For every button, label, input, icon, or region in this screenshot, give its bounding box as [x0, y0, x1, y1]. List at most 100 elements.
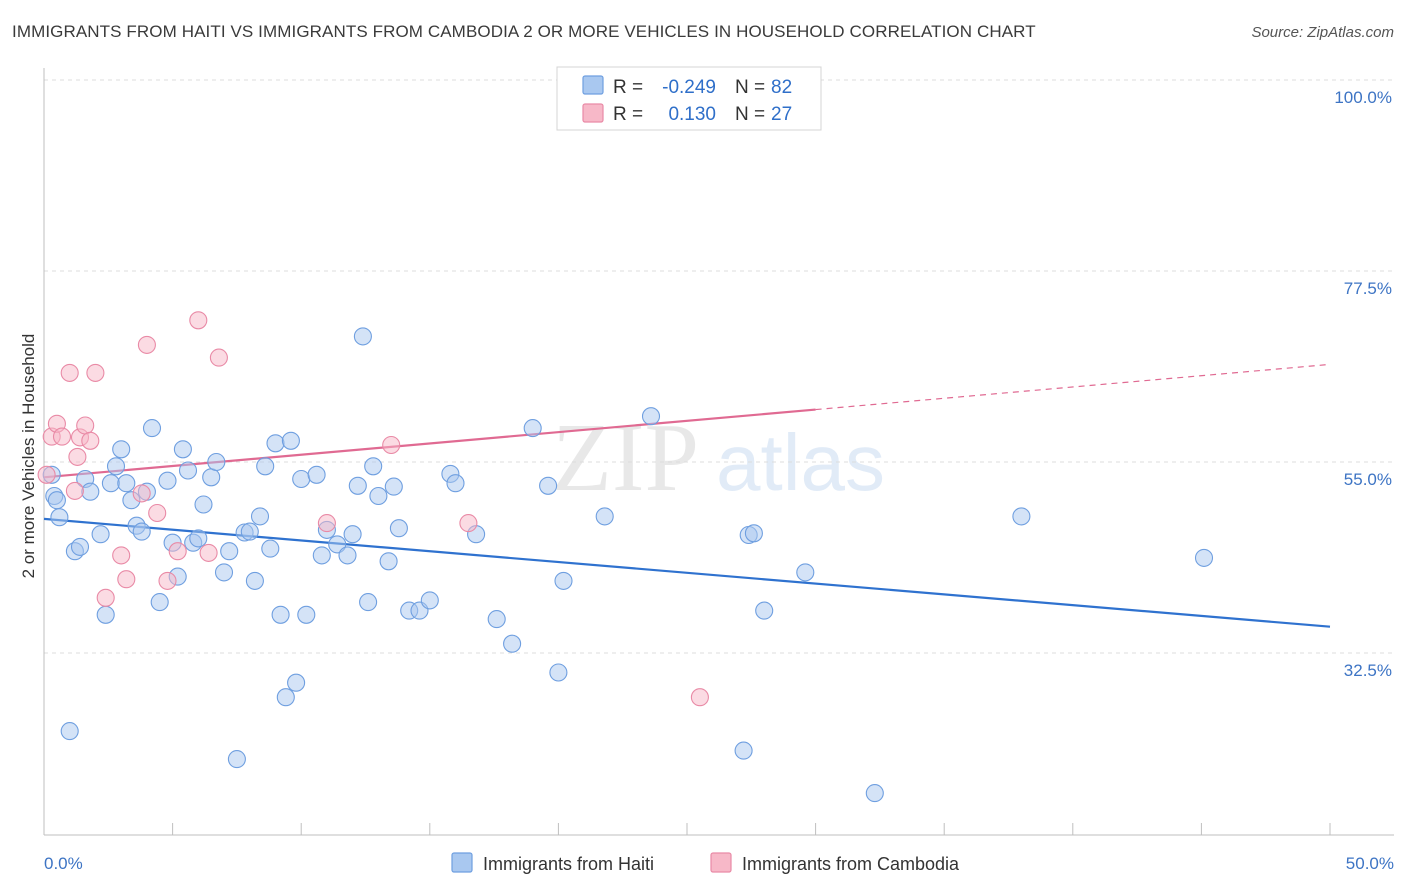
point-haiti-75 — [734, 741, 753, 760]
point-haiti-37 — [250, 507, 270, 526]
source-credit: Source: ZipAtlas.com — [1251, 24, 1394, 41]
bottom-legend-cambodia-label: Immigrants from Cambodia — [742, 854, 960, 874]
point-cambodia-9 — [81, 431, 100, 450]
point-cambodia-5 — [65, 481, 84, 500]
watermark-atlas: atlas — [716, 418, 885, 507]
point-haiti-27 — [189, 529, 208, 548]
point-haiti-60 — [389, 519, 408, 538]
y-axis-label: 2 or more Vehicles in Household — [19, 334, 38, 579]
point-haiti-46 — [297, 605, 316, 624]
point-haiti-41 — [271, 605, 290, 624]
point-haiti-72 — [554, 571, 573, 590]
point-haiti-69 — [523, 419, 542, 438]
point-haiti-33 — [227, 750, 246, 769]
point-haiti-52 — [343, 525, 362, 544]
point-haiti-53 — [348, 476, 367, 495]
point-cambodia-12 — [112, 546, 131, 565]
point-cambodia-8 — [76, 416, 95, 435]
point-haiti-28 — [194, 495, 213, 514]
point-haiti-29 — [202, 468, 221, 487]
point-haiti-11 — [101, 474, 120, 493]
legend-cambodia-r-value: 0.130 — [668, 104, 716, 125]
watermark: ZIP atlas — [552, 404, 885, 512]
point-cambodia-11 — [96, 588, 115, 607]
point-haiti-80 — [865, 784, 884, 803]
point-cambodia-25 — [690, 688, 709, 707]
legend-haiti-n-label: N = — [735, 77, 765, 98]
bottom-legend-haiti-swatch — [451, 852, 473, 873]
legend-haiti-r-label: R = — [613, 77, 643, 98]
point-haiti-73 — [595, 507, 614, 526]
point-cambodia-13 — [117, 570, 136, 589]
x-tick-label-max: 50.0% — [1346, 854, 1394, 873]
point-haiti-30 — [207, 452, 226, 472]
legend-cambodia-swatch — [582, 103, 604, 123]
point-cambodia-15 — [137, 335, 156, 354]
point-cambodia-0 — [37, 465, 56, 484]
point-haiti-68 — [503, 634, 522, 653]
point-haiti-3 — [50, 508, 69, 527]
point-haiti-24 — [173, 440, 192, 459]
point-haiti-54 — [353, 327, 372, 346]
x-tick-marks — [43, 823, 1331, 835]
point-haiti-63 — [420, 591, 439, 610]
point-haiti-50 — [328, 535, 347, 554]
point-haiti-9 — [91, 525, 110, 544]
point-haiti-82 — [1194, 548, 1214, 567]
point-haiti-14 — [117, 474, 136, 493]
point-cambodia-18 — [168, 542, 187, 561]
point-haiti-79 — [796, 563, 815, 582]
point-haiti-17 — [132, 522, 151, 541]
series-cambodia-points — [37, 83, 774, 707]
point-haiti-12 — [106, 457, 126, 476]
point-haiti-10 — [96, 605, 115, 624]
point-haiti-70 — [539, 476, 558, 495]
trend-line-1-solid — [43, 408, 816, 479]
series-legend: Immigrants from Haiti Immigrants from Ca… — [451, 852, 960, 874]
point-haiti-8 — [81, 482, 100, 501]
point-haiti-58 — [379, 552, 398, 571]
point-haiti-59 — [384, 477, 403, 496]
point-haiti-74 — [641, 407, 661, 426]
chart-title: IMMIGRANTS FROM HAITI VS IMMIGRANTS FROM… — [12, 22, 1036, 41]
correlation-legend: R = -0.249 N = 82 R = 0.130 N = 27 — [556, 66, 822, 131]
point-haiti-31 — [214, 563, 234, 582]
point-haiti-42 — [276, 688, 295, 707]
bottom-legend-cambodia-swatch — [710, 852, 732, 873]
legend-cambodia-n-label: N = — [735, 104, 765, 125]
trend-line-0 — [43, 517, 1331, 628]
point-haiti-21 — [158, 471, 177, 490]
point-haiti-71 — [549, 663, 568, 682]
point-haiti-32 — [220, 542, 239, 561]
point-haiti-6 — [70, 537, 90, 556]
point-cambodia-23 — [382, 435, 401, 455]
point-cambodia-24 — [459, 514, 478, 533]
point-haiti-13 — [112, 440, 131, 459]
trend-line-1-dashed — [815, 363, 1331, 411]
y-tick-label-1: 55.0% — [1344, 470, 1392, 489]
y-tick-label-3: 100.0% — [1334, 88, 1392, 107]
point-haiti-81 — [1012, 507, 1031, 526]
y-tick-label-0: 32.5% — [1344, 661, 1392, 680]
point-haiti-51 — [338, 546, 357, 565]
point-haiti-36 — [245, 571, 264, 590]
bottom-legend-haiti-label: Immigrants from Haiti — [483, 854, 654, 874]
legend-cambodia-n-value: 27 — [771, 104, 792, 125]
point-haiti-44 — [287, 673, 306, 692]
point-haiti-20 — [150, 593, 169, 612]
point-haiti-2 — [47, 491, 66, 510]
point-haiti-67 — [487, 610, 506, 629]
legend-cambodia-r-label: R = — [613, 104, 643, 125]
point-haiti-39 — [261, 539, 280, 558]
point-cambodia-14 — [132, 484, 151, 503]
watermark-zip: ZIP — [552, 404, 699, 512]
point-cambodia-22 — [317, 514, 336, 533]
legend-haiti-r-value: -0.249 — [662, 77, 716, 98]
point-haiti-19 — [142, 419, 162, 438]
point-haiti-48 — [312, 546, 331, 565]
point-haiti-25 — [178, 461, 198, 480]
point-haiti-77 — [744, 524, 763, 543]
legend-haiti-swatch — [582, 75, 604, 95]
point-cambodia-10 — [86, 363, 105, 382]
